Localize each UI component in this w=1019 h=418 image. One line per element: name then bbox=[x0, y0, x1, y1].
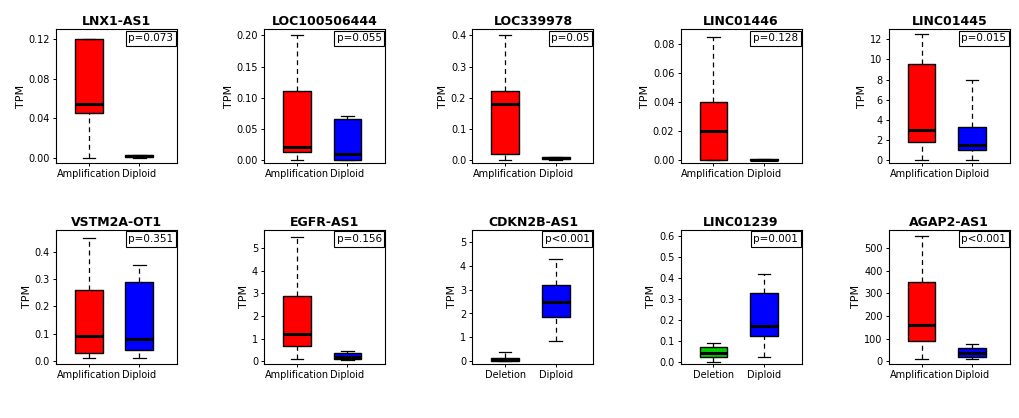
Bar bbox=[491, 92, 519, 154]
Text: p<0.001: p<0.001 bbox=[544, 234, 589, 244]
Title: CDKN2B-AS1: CDKN2B-AS1 bbox=[487, 216, 578, 229]
Y-axis label: TPM: TPM bbox=[446, 285, 457, 308]
Bar bbox=[283, 296, 311, 346]
Bar bbox=[957, 348, 985, 357]
Y-axis label: TPM: TPM bbox=[851, 285, 860, 308]
Y-axis label: TPM: TPM bbox=[238, 285, 249, 308]
Text: p=0.05: p=0.05 bbox=[551, 33, 589, 43]
Title: LNX1-AS1: LNX1-AS1 bbox=[82, 15, 151, 28]
Text: p=0.055: p=0.055 bbox=[336, 33, 381, 43]
Text: p=0.001: p=0.001 bbox=[752, 234, 797, 244]
Y-axis label: TPM: TPM bbox=[21, 285, 32, 308]
Bar bbox=[699, 347, 727, 357]
Text: p=0.015: p=0.015 bbox=[960, 33, 1005, 43]
Bar bbox=[491, 358, 519, 361]
Text: p<0.001: p<0.001 bbox=[960, 234, 1005, 244]
Bar bbox=[541, 158, 569, 159]
Bar bbox=[75, 39, 103, 113]
Bar bbox=[749, 159, 776, 160]
Text: p=0.073: p=0.073 bbox=[128, 33, 173, 43]
Bar bbox=[957, 127, 985, 150]
Bar bbox=[283, 92, 311, 152]
Y-axis label: TPM: TPM bbox=[640, 84, 649, 108]
Bar bbox=[907, 282, 934, 341]
Title: LINC01239: LINC01239 bbox=[703, 216, 779, 229]
Title: AGAP2-AS1: AGAP2-AS1 bbox=[909, 216, 988, 229]
Title: LINC01445: LINC01445 bbox=[911, 15, 986, 28]
Bar bbox=[541, 285, 569, 317]
Title: LOC339978: LOC339978 bbox=[493, 15, 572, 28]
Y-axis label: TPM: TPM bbox=[646, 285, 655, 308]
Bar bbox=[333, 120, 361, 160]
Text: p=0.156: p=0.156 bbox=[336, 234, 381, 244]
Bar bbox=[333, 353, 361, 359]
Bar bbox=[75, 290, 103, 353]
Y-axis label: TPM: TPM bbox=[15, 84, 25, 108]
Y-axis label: TPM: TPM bbox=[223, 84, 233, 108]
Bar bbox=[125, 155, 153, 157]
Title: VSTM2A-OT1: VSTM2A-OT1 bbox=[71, 216, 162, 229]
Bar bbox=[907, 64, 934, 142]
Text: p=0.351: p=0.351 bbox=[128, 234, 173, 244]
Bar bbox=[125, 282, 153, 350]
Title: LOC100506444: LOC100506444 bbox=[272, 15, 377, 28]
Title: LINC01446: LINC01446 bbox=[703, 15, 779, 28]
Y-axis label: TPM: TPM bbox=[857, 84, 866, 108]
Bar bbox=[699, 102, 727, 160]
Bar bbox=[749, 293, 776, 336]
Text: p=0.128: p=0.128 bbox=[752, 33, 797, 43]
Y-axis label: TPM: TPM bbox=[437, 84, 447, 108]
Title: EGFR-AS1: EGFR-AS1 bbox=[289, 216, 359, 229]
